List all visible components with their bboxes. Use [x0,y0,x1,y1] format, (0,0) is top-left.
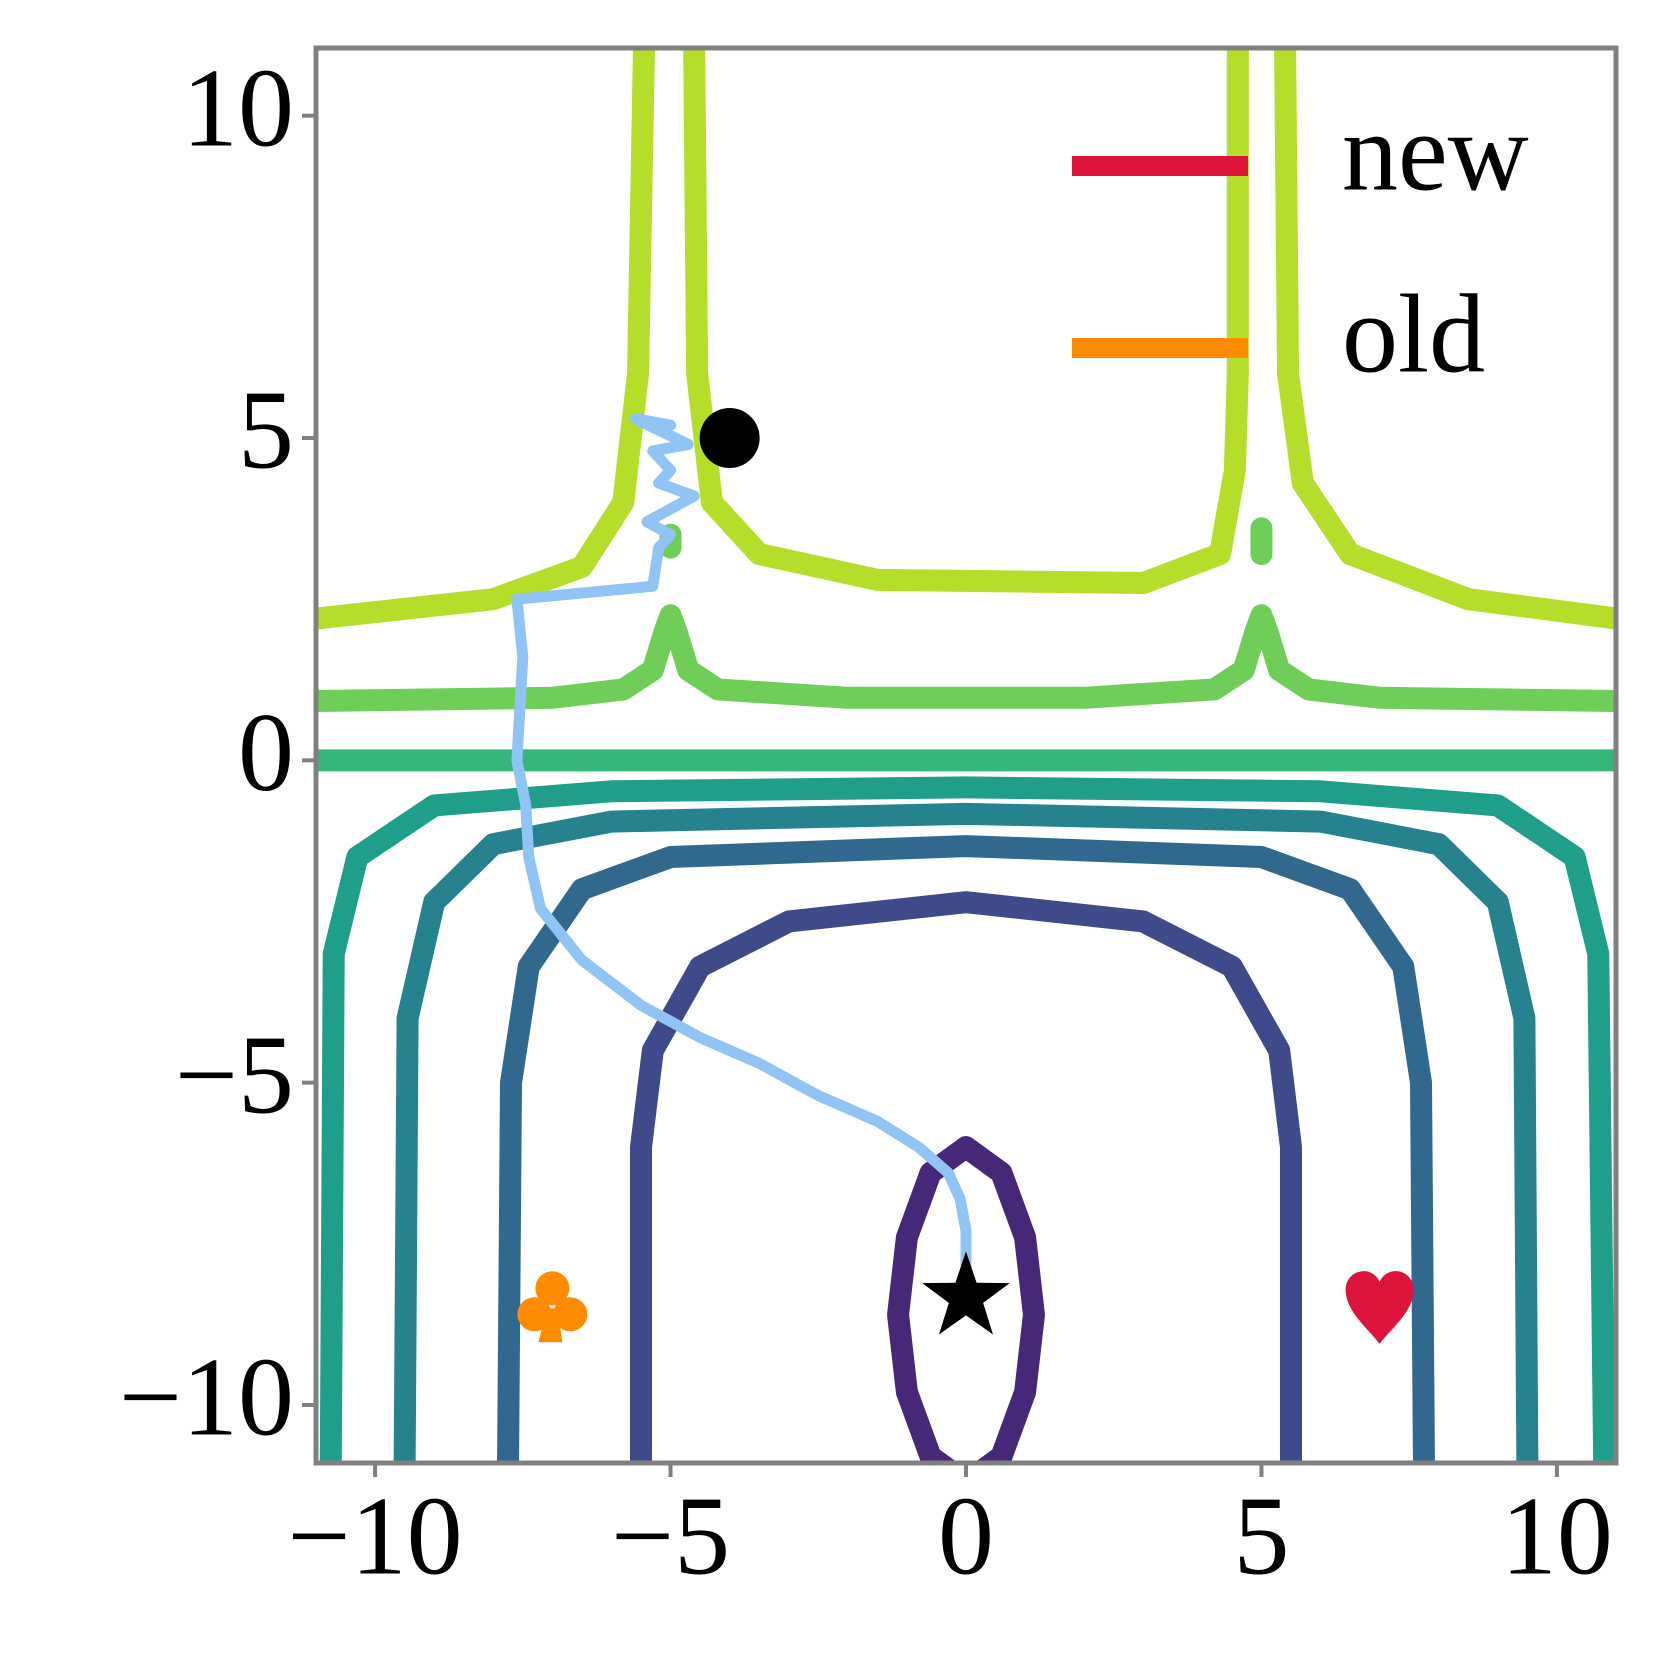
x-tick-label: −10 [288,1475,463,1599]
y-tick-label: 5 [238,369,294,493]
plot-area [316,48,1616,1463]
contour-line [393,802,1539,1463]
marker-club [517,1271,588,1343]
contour-line [316,48,655,630]
contour-line [497,835,1435,1463]
marker-star [922,1251,1010,1335]
club-stem [538,1308,563,1343]
x-tick-label: 0 [938,1475,994,1599]
contour-line [316,604,1616,713]
contour-line [630,891,1302,1463]
y-tick-label: 0 [238,691,294,815]
contour-line [1274,48,1616,630]
contour-line [683,48,1249,595]
x-tick-label: −5 [611,1475,730,1599]
x-tick-label: 5 [1233,1475,1289,1599]
contour-line [319,776,1616,1463]
legend-label: old [1342,273,1485,397]
legend-label: new [1342,91,1529,215]
club-lobe [553,1297,588,1332]
y-tick-label: −10 [119,1336,294,1460]
y-tick-label: −5 [175,1013,294,1137]
marker-heart [1345,1271,1414,1344]
club-lobe [535,1271,570,1306]
trajectory [511,413,972,1301]
y-tick-label: 10 [182,46,294,170]
marker-circle [699,408,760,469]
club-lobe [517,1297,552,1332]
x-tick-label: 10 [1501,1475,1613,1599]
contour-line [887,1136,1045,1463]
